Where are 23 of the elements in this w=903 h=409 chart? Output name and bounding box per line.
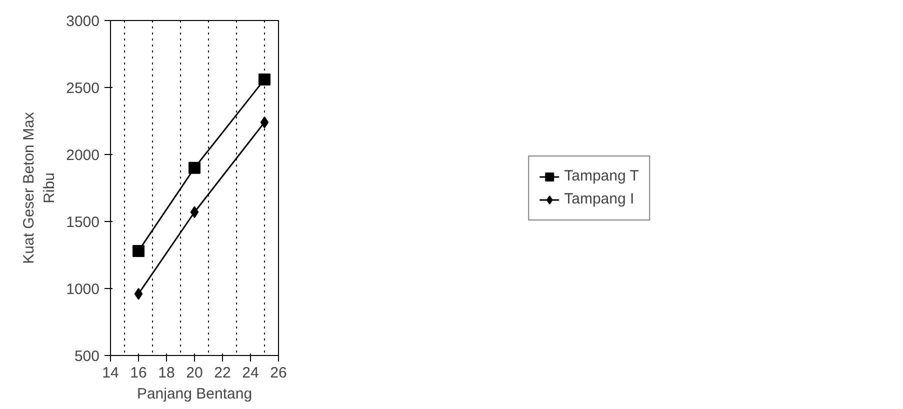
- x-tick-label: 14: [102, 364, 119, 382]
- x-tick-label: 26: [270, 364, 287, 382]
- x-tick-label: 16: [130, 364, 147, 382]
- x-tick-label: 24: [242, 364, 259, 382]
- x-tick-label: 18: [158, 364, 175, 382]
- point: [258, 73, 270, 86]
- point: [190, 206, 199, 218]
- point: [188, 162, 200, 174]
- x-tick-label: 20: [186, 364, 203, 382]
- y-tick-label: 2500: [66, 80, 100, 97]
- y-tick-label: 3000: [66, 13, 100, 30]
- legend-label: Tampang T: [564, 168, 639, 184]
- point: [132, 244, 144, 257]
- y-tick-label: 1500: [66, 214, 100, 231]
- y-axis-title: Kuat Geser Beton Max Ribu: [20, 112, 58, 264]
- point: [134, 288, 143, 300]
- y-tick-label: 1000: [66, 281, 100, 298]
- x-axis-title: Panjang Bentang: [136, 386, 252, 402]
- y-tick-label: 2000: [66, 147, 100, 164]
- legend-label: Tampang I: [564, 190, 634, 208]
- point: [260, 116, 269, 128]
- y-tick-label: 500: [74, 348, 100, 365]
- x-tick-label: 22: [214, 364, 231, 382]
